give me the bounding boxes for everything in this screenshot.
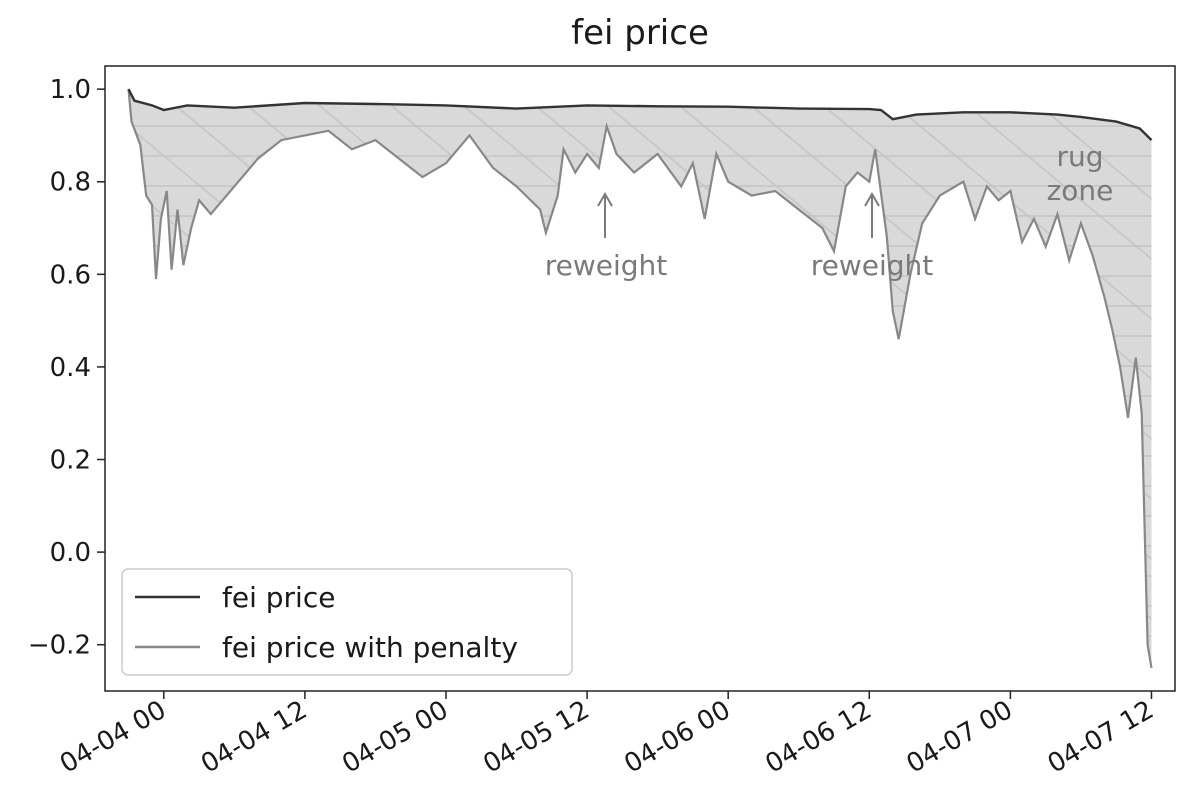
x-tick-label: 04-04 00 — [55, 695, 171, 779]
legend-label-fei-price-with-penalty: fei price with penalty — [222, 631, 518, 664]
annotation-reweight-1: reweight — [545, 192, 668, 282]
y-tick-label: 0.6 — [50, 260, 91, 290]
x-tick-label: 04-07 00 — [902, 695, 1018, 779]
legend-box — [121, 568, 573, 676]
y-tick-label: −0.2 — [28, 631, 91, 661]
y-tick-label: 0.8 — [50, 168, 91, 198]
x-axis: 04-04 00 04-04 12 04-05 00 04-05 12 04-06 00… — [55, 691, 1159, 780]
series-line-fei-price-with-penalty — [127, 88, 1153, 669]
chart-title: fei price — [571, 13, 709, 53]
arrow-head-icon — [864, 192, 880, 207]
annotation-label-line-2: zone — [1047, 174, 1114, 207]
annotation-reweight-2: reweight — [811, 192, 934, 282]
hatch-line — [991, 89, 1152, 668]
x-tick-label: 04-06 12 — [761, 695, 877, 779]
x-tick-label: 04-04 12 — [196, 695, 312, 779]
legend-label-fei-price: fei price — [222, 581, 335, 614]
legend: fei price fei price with penalty — [121, 568, 573, 676]
hatch-line — [775, 89, 1152, 668]
x-tick-label: 04-07 12 — [1043, 695, 1159, 779]
hatch-line — [919, 89, 1152, 668]
x-tick-label: 04-05 12 — [478, 695, 594, 779]
series-line-fei-price — [127, 88, 1153, 141]
penalty-gap-fill — [128, 89, 1152, 668]
x-tick-label: 04-05 00 — [337, 695, 453, 779]
y-tick-label: 0.4 — [50, 353, 91, 383]
y-tick-label: 1.0 — [50, 75, 91, 105]
x-tick-label: 04-06 00 — [619, 695, 735, 779]
plot-frame — [104, 65, 1176, 692]
annotation-rug-zone: rug zone — [1047, 140, 1114, 207]
annotation-label-line-1: rug — [1056, 140, 1103, 173]
annotation-label: reweight — [545, 249, 668, 282]
y-axis: 1.0 0.8 0.6 0.4 0.2 0.0 −0.2 — [28, 75, 105, 661]
y-tick-label: 0.0 — [50, 538, 91, 568]
arrow-head-icon — [597, 192, 613, 207]
annotation-label: reweight — [811, 249, 934, 282]
y-tick-label: 0.2 — [50, 446, 91, 476]
hatch-line — [847, 89, 1152, 668]
